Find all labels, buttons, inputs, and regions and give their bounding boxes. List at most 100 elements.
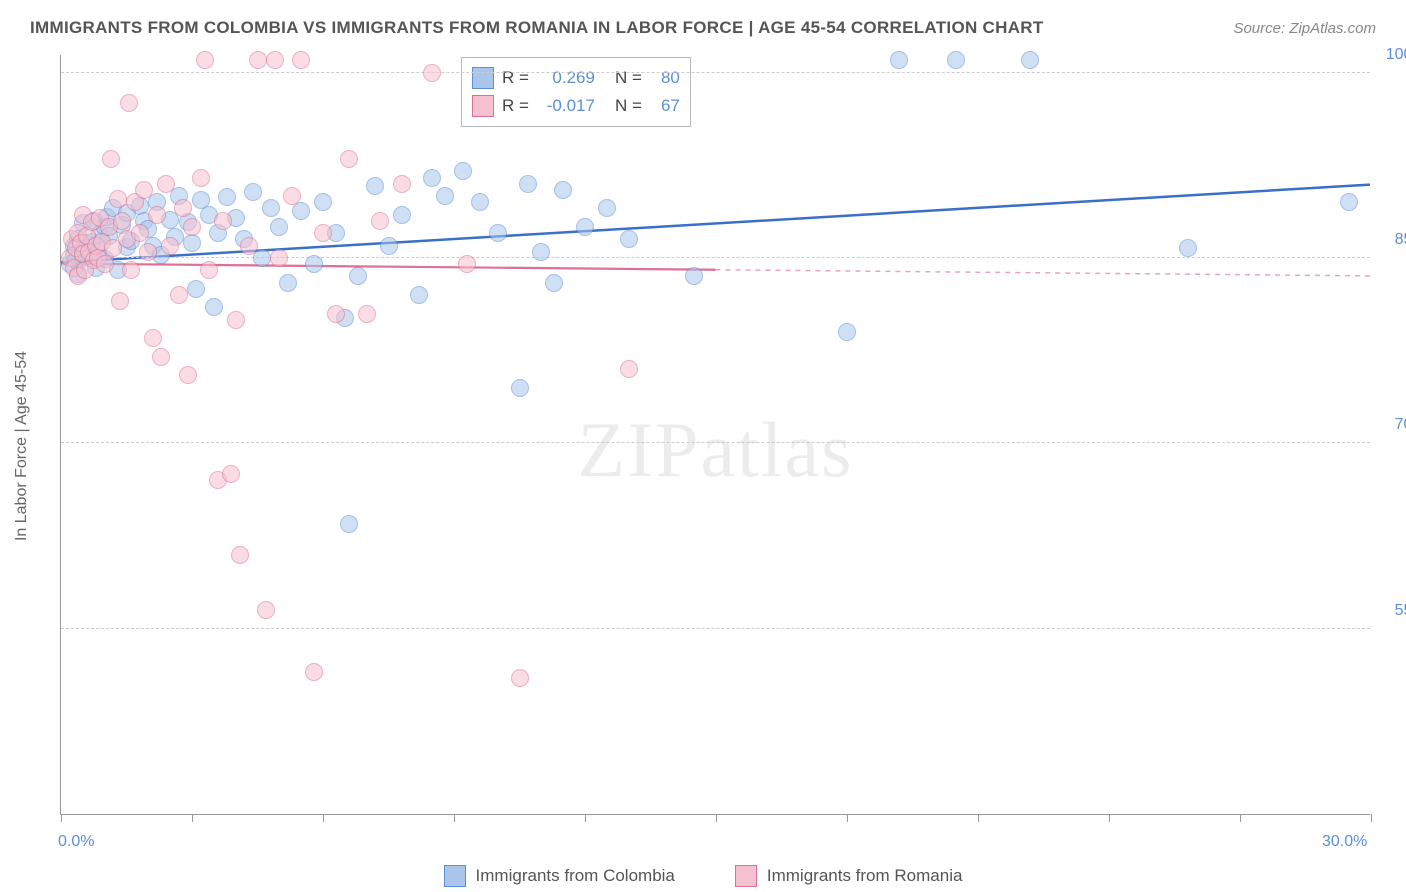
data-point-colombia xyxy=(576,218,594,236)
data-point-colombia xyxy=(532,243,550,261)
x-tick xyxy=(192,814,193,822)
data-point-romania xyxy=(620,360,638,378)
x-tick xyxy=(1109,814,1110,822)
watermark-text: ZIPatlas xyxy=(578,405,854,495)
data-point-romania xyxy=(122,261,140,279)
data-point-colombia xyxy=(471,193,489,211)
legend-swatch xyxy=(472,67,494,89)
data-point-romania xyxy=(144,329,162,347)
data-point-romania xyxy=(139,243,157,261)
data-point-romania xyxy=(423,64,441,82)
x-tick xyxy=(1371,814,1372,822)
data-point-romania xyxy=(393,175,411,193)
data-point-romania xyxy=(371,212,389,230)
data-point-romania xyxy=(214,212,232,230)
data-point-colombia xyxy=(947,51,965,69)
data-point-colombia xyxy=(244,183,262,201)
data-point-colombia xyxy=(305,255,323,273)
data-point-colombia xyxy=(1340,193,1358,211)
data-point-romania xyxy=(192,169,210,187)
data-point-romania xyxy=(179,366,197,384)
data-point-romania xyxy=(120,94,138,112)
data-point-colombia xyxy=(340,515,358,533)
legend-swatch xyxy=(444,865,466,887)
x-tick xyxy=(323,814,324,822)
data-point-romania xyxy=(148,206,166,224)
correlation-legend: R =0.269N =80 R = -0.017 N = 67 xyxy=(461,57,691,127)
y-tick-label: 70.0% xyxy=(1380,416,1406,434)
grid-line xyxy=(61,628,1370,629)
data-point-romania xyxy=(511,669,529,687)
data-point-colombia xyxy=(410,286,428,304)
x-tick xyxy=(1240,814,1241,822)
data-point-romania xyxy=(183,218,201,236)
data-point-romania xyxy=(111,292,129,310)
data-point-colombia xyxy=(489,224,507,242)
data-point-colombia xyxy=(366,177,384,195)
grid-line xyxy=(61,72,1370,73)
x-axis-min-label: 0.0% xyxy=(58,833,94,851)
data-point-romania xyxy=(196,51,214,69)
data-point-romania xyxy=(314,224,332,242)
data-point-romania xyxy=(222,465,240,483)
legend-label: Immigrants from Romania xyxy=(767,866,963,886)
legend-label: Immigrants from Colombia xyxy=(476,866,675,886)
data-point-colombia xyxy=(1021,51,1039,69)
data-point-colombia xyxy=(253,249,271,267)
data-point-romania xyxy=(249,51,267,69)
data-point-romania xyxy=(161,237,179,255)
r-label: R = xyxy=(502,96,529,116)
legend-item-colombia: Immigrants from Colombia xyxy=(444,865,675,887)
data-point-colombia xyxy=(838,323,856,341)
data-point-romania xyxy=(174,199,192,217)
x-tick xyxy=(716,814,717,822)
data-point-romania xyxy=(240,237,258,255)
data-point-colombia xyxy=(620,230,638,248)
x-tick xyxy=(978,814,979,822)
data-point-romania xyxy=(96,255,114,273)
legend-row: R =0.269N =80 xyxy=(472,64,680,92)
n-label: N = xyxy=(615,96,642,116)
data-point-colombia xyxy=(393,206,411,224)
n-value: 67 xyxy=(650,96,680,116)
trend-lines-layer xyxy=(61,55,1370,814)
data-point-colombia xyxy=(349,267,367,285)
data-point-colombia xyxy=(262,199,280,217)
data-point-romania xyxy=(102,150,120,168)
data-point-romania xyxy=(358,305,376,323)
legend-swatch xyxy=(735,865,757,887)
x-tick xyxy=(847,814,848,822)
data-point-colombia xyxy=(454,162,472,180)
data-point-colombia xyxy=(423,169,441,187)
data-point-romania xyxy=(231,546,249,564)
data-point-romania xyxy=(266,51,284,69)
data-point-romania xyxy=(135,181,153,199)
data-point-romania xyxy=(227,311,245,329)
data-point-colombia xyxy=(511,379,529,397)
data-point-romania xyxy=(257,601,275,619)
data-point-romania xyxy=(270,249,288,267)
data-point-colombia xyxy=(685,267,703,285)
data-point-romania xyxy=(109,190,127,208)
data-point-colombia xyxy=(554,181,572,199)
data-point-romania xyxy=(458,255,476,273)
y-tick-label: 85.0% xyxy=(1380,231,1406,249)
legend-item-romania: Immigrants from Romania xyxy=(735,865,963,887)
data-point-colombia xyxy=(436,187,454,205)
r-value: -0.017 xyxy=(537,96,595,116)
data-point-romania xyxy=(305,663,323,681)
data-point-colombia xyxy=(205,298,223,316)
legend-row: R = -0.017 N = 67 xyxy=(472,92,680,120)
data-point-colombia xyxy=(519,175,537,193)
data-point-romania xyxy=(152,348,170,366)
data-point-romania xyxy=(157,175,175,193)
data-point-colombia xyxy=(545,274,563,292)
x-tick xyxy=(585,814,586,822)
x-axis-max-label: 30.0% xyxy=(1322,833,1367,851)
data-point-romania xyxy=(327,305,345,323)
data-point-colombia xyxy=(218,188,236,206)
data-point-colombia xyxy=(270,218,288,236)
data-point-romania xyxy=(283,187,301,205)
grid-line xyxy=(61,442,1370,443)
x-tick xyxy=(454,814,455,822)
